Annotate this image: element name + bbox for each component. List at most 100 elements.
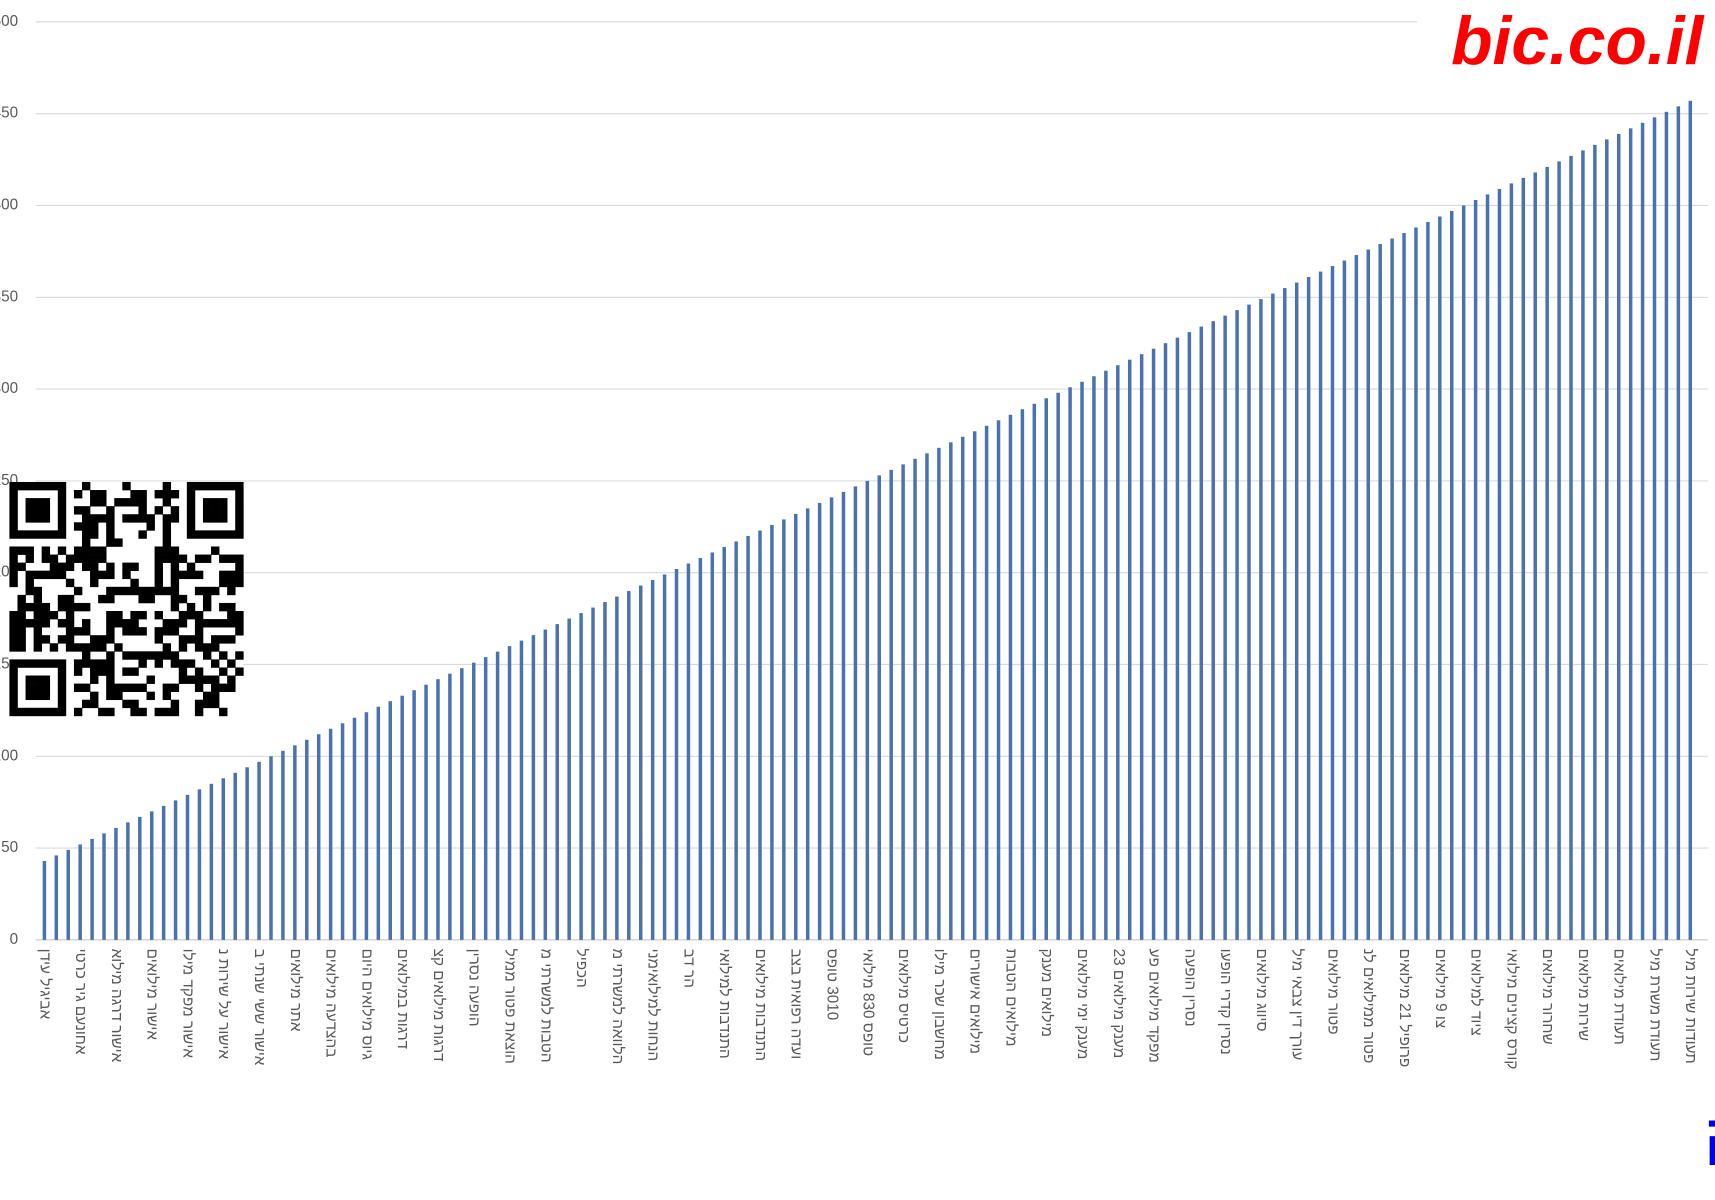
qr-module [146,651,155,660]
qr-module [17,635,26,644]
qr-module [146,594,155,604]
bar [1402,233,1406,940]
qr-module [122,586,131,596]
bar [1450,210,1454,940]
qr-module [90,530,99,539]
qr-module [162,627,172,636]
qr-module [33,586,42,596]
bar [197,789,202,940]
qr-module [106,675,115,684]
qr-module [73,667,83,676]
qr-module [9,530,18,539]
qr-module [17,594,26,604]
qr-module [122,699,131,709]
qr-module [162,522,172,531]
qr-module [235,570,244,580]
bar [579,613,583,940]
qr-module [114,498,123,507]
qr-module [106,651,115,660]
bar [161,805,166,940]
bar [1127,359,1132,940]
qr-module [9,481,18,491]
qr-module [106,570,115,580]
qr-module [202,675,212,684]
qr-module [9,643,18,652]
bar [1116,365,1120,940]
qr-module [227,683,236,692]
qr-module [235,506,244,515]
qr-module [211,691,220,701]
qr-module [202,643,212,652]
qr-module [49,562,59,572]
bar [102,833,106,940]
qr-module [235,627,244,636]
bar [1366,249,1371,940]
bar [114,827,118,940]
bar [543,629,548,940]
qr-module [114,586,123,596]
bar [483,657,488,940]
bar [770,524,774,940]
qr-module [194,554,204,563]
qr-module [130,707,139,717]
bar [591,607,595,940]
qr-module [106,594,115,604]
qr-module [154,611,163,620]
qr-module [49,481,59,491]
qr-module [41,602,51,612]
qr-module [235,611,244,620]
qr-module [114,691,123,701]
bar [1557,161,1561,940]
bar [1139,354,1144,940]
qr-module [106,635,115,644]
qr-module [194,683,204,692]
qr-module [235,530,244,539]
bar [364,712,369,940]
qr-module [114,538,123,547]
qr-module [194,570,204,580]
qr-module [25,691,34,701]
qr-module [25,514,34,523]
qr-module [130,699,139,709]
qr-module [138,530,147,539]
qr-module [130,651,139,660]
qr-module [211,699,220,709]
y-tick-label: 300 [0,380,18,397]
qr-module [130,498,139,507]
qr-module [17,707,26,717]
qr-module [162,554,172,563]
qr-module [219,602,228,612]
qr-module [57,506,67,515]
x-tick-label: נסרין קדרי הופעו [1217,949,1234,1055]
qr-module [25,578,34,588]
qr-module [146,514,155,523]
qr-module [122,514,131,523]
qr-module [9,498,18,507]
qr-module [65,602,75,612]
qr-module [211,659,220,668]
qr-module [65,562,75,572]
qr-module [25,546,34,555]
bar [698,557,703,940]
x-tick-label: ועדה רפואית בצב [788,949,805,1060]
x-tick-label: הטבות למשרתי מ [537,949,554,1063]
qr-module [65,611,75,620]
bar [1545,166,1549,940]
qr-module [41,619,51,628]
qr-module [98,659,107,668]
bar [185,794,190,940]
qr-module [178,659,188,668]
qr-module [219,570,228,580]
x-tick-label: גיוס מילואים היום [358,949,375,1061]
bar [1211,321,1215,940]
bar [507,646,512,940]
qr-module [154,659,163,668]
qr-module [33,611,42,620]
qr-module [41,691,51,701]
qr-module [211,546,220,555]
x-tick-label: התנדבות למילואי [716,949,733,1059]
qr-module [25,570,34,580]
qr-module [122,627,131,636]
bar [722,546,726,940]
qr-module [235,667,244,676]
